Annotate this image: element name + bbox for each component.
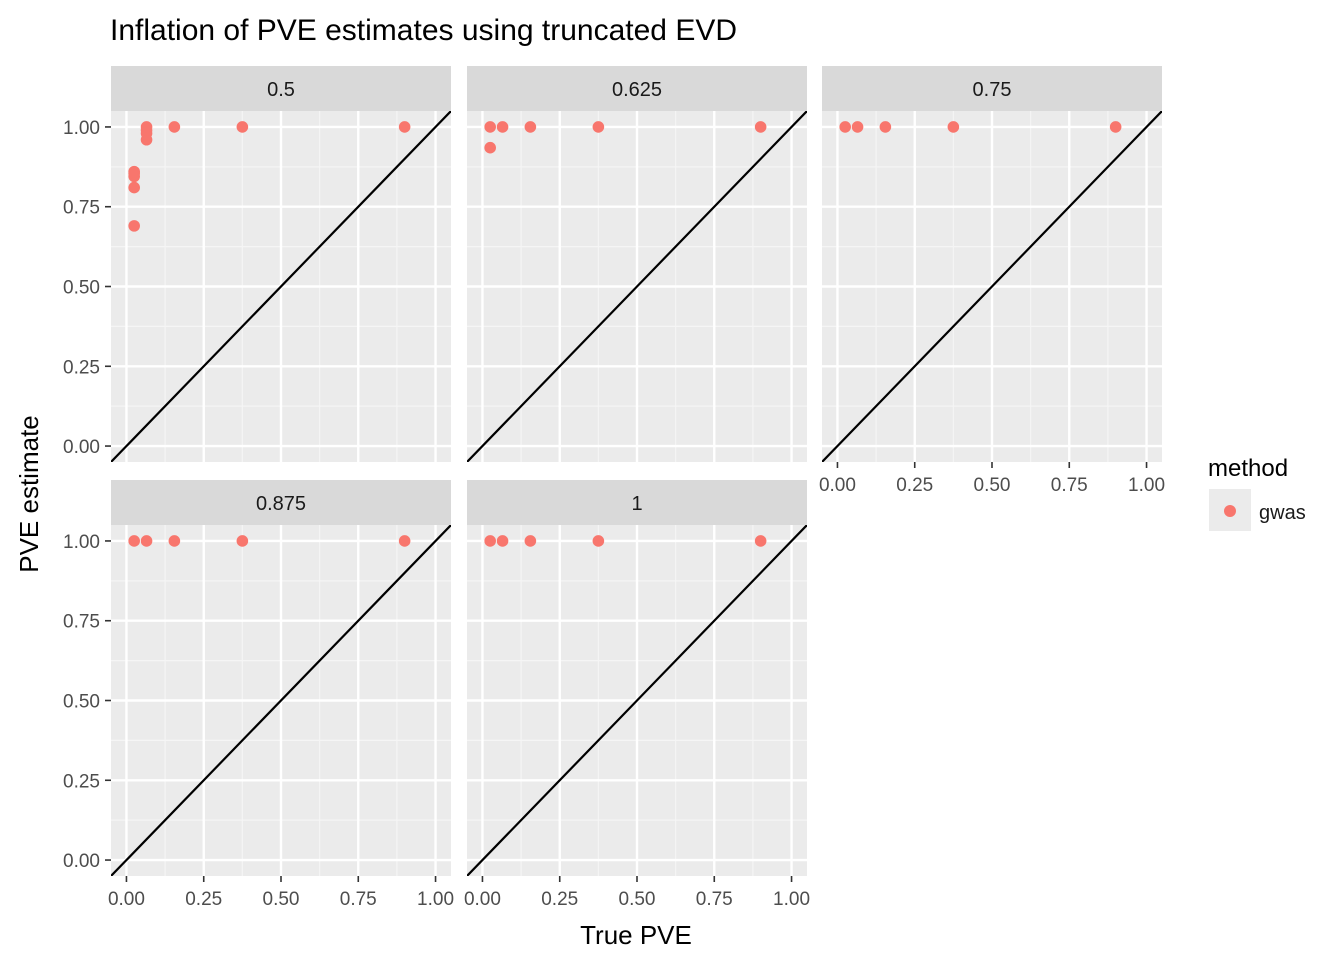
data-point (236, 121, 249, 133)
data-point (128, 181, 140, 194)
data-point (168, 535, 181, 547)
data-point (128, 165, 140, 178)
x-tick-label: 0.25 (896, 475, 933, 496)
x-axis-label: True PVE (580, 920, 692, 950)
facet-panel: 0.875 0.00 0.25 0.50 0.75 1.00 0.00 0.25 0.50 0.7… (63, 480, 454, 910)
data-point (1109, 121, 1122, 133)
x-tick-label: 0.25 (185, 889, 222, 910)
data-point (592, 121, 605, 133)
x-tick-label: 0.00 (108, 889, 145, 910)
y-tick-label: 0.25 (63, 357, 100, 378)
x-tick-label: 0.50 (974, 475, 1011, 496)
data-point (496, 121, 509, 133)
reference-line-y-equals-x (111, 525, 451, 876)
panel-plot-area (111, 111, 451, 462)
x-tick-label: 0.50 (263, 889, 300, 910)
panel-plot-area (467, 525, 807, 876)
data-point (496, 535, 509, 547)
y-tick-label: 0.50 (63, 278, 100, 299)
data-point (592, 535, 605, 547)
panel-plot-area (822, 111, 1162, 462)
reference-line-y-equals-x (822, 111, 1162, 462)
x-tick-label: 0.00 (819, 475, 856, 496)
data-point (128, 220, 140, 232)
x-tick-label: 1.00 (417, 889, 454, 910)
y-tick-label: 1.00 (63, 118, 100, 139)
facet-strip-label: 0.75 (973, 79, 1012, 101)
facet-panel: 0.75 0.00 0.25 0.50 0.75 1.00 (819, 66, 1165, 496)
legend: method gwas (1208, 455, 1306, 531)
x-tick-label: 0.50 (619, 889, 656, 910)
data-point (839, 121, 851, 133)
facet-strip (111, 480, 451, 525)
data-point (140, 535, 153, 547)
data-point (398, 535, 411, 547)
facet-panels: 0.5 0.00 0.25 0.50 0.75 1.00 0.625 0.75 0.00 0.25… (63, 66, 1165, 910)
x-tick-label: 0.75 (696, 889, 733, 910)
facet-panel: 0.625 (467, 66, 807, 462)
facet-strip (467, 480, 807, 525)
x-tick-label: 0.00 (464, 889, 501, 910)
data-point (754, 121, 767, 133)
x-tick-label: 0.75 (340, 889, 377, 910)
x-tick-label: 0.75 (1051, 475, 1088, 496)
legend-label-gwas: gwas (1259, 502, 1306, 524)
data-point (484, 535, 496, 547)
facet-strip (111, 66, 451, 111)
reference-line-y-equals-x (467, 525, 807, 876)
data-point (140, 121, 153, 133)
y-tick-label: 0.75 (63, 198, 100, 219)
y-tick-label: 0.75 (63, 612, 100, 633)
panel-plot-area (111, 525, 451, 876)
y-tick-label: 0.00 (63, 437, 100, 458)
y-axis-label: PVE estimate (14, 415, 44, 573)
reference-line-y-equals-x (467, 111, 807, 462)
data-point (851, 121, 864, 133)
facet-strip-label: 0.625 (612, 79, 662, 101)
y-tick-label: 0.25 (63, 771, 100, 792)
chart-title: Inflation of PVE estimates using truncat… (110, 14, 737, 47)
reference-line-y-equals-x (111, 111, 451, 462)
x-tick-label: 1.00 (773, 889, 810, 910)
y-tick-label: 1.00 (63, 532, 100, 553)
y-tick-label: 0.50 (63, 692, 100, 713)
facet-strip-label: 1 (631, 493, 642, 515)
x-tick-label: 0.25 (541, 889, 578, 910)
facet-strip-label: 0.875 (256, 493, 306, 515)
data-point (484, 141, 496, 154)
legend-title: method (1208, 455, 1288, 482)
data-point (754, 535, 767, 547)
data-point (128, 535, 140, 547)
legend-key-gwas (1224, 505, 1236, 517)
data-point (524, 121, 537, 133)
data-point (236, 535, 249, 547)
data-point (484, 121, 496, 133)
data-point (947, 121, 960, 133)
panel-plot-area (467, 111, 807, 462)
data-point (398, 121, 411, 133)
y-tick-label: 0.00 (63, 851, 100, 872)
data-point (879, 121, 892, 133)
data-point (524, 535, 537, 547)
facet-strip (822, 66, 1162, 111)
x-tick-label: 1.00 (1128, 475, 1165, 496)
facet-panel: 0.5 0.00 0.25 0.50 0.75 1.00 (63, 66, 451, 462)
facet-strip (467, 66, 807, 111)
data-point (168, 121, 181, 133)
facet-strip-label: 0.5 (267, 79, 295, 101)
facet-panel: 1 0.00 0.25 0.50 0.75 1.00 (464, 480, 810, 910)
